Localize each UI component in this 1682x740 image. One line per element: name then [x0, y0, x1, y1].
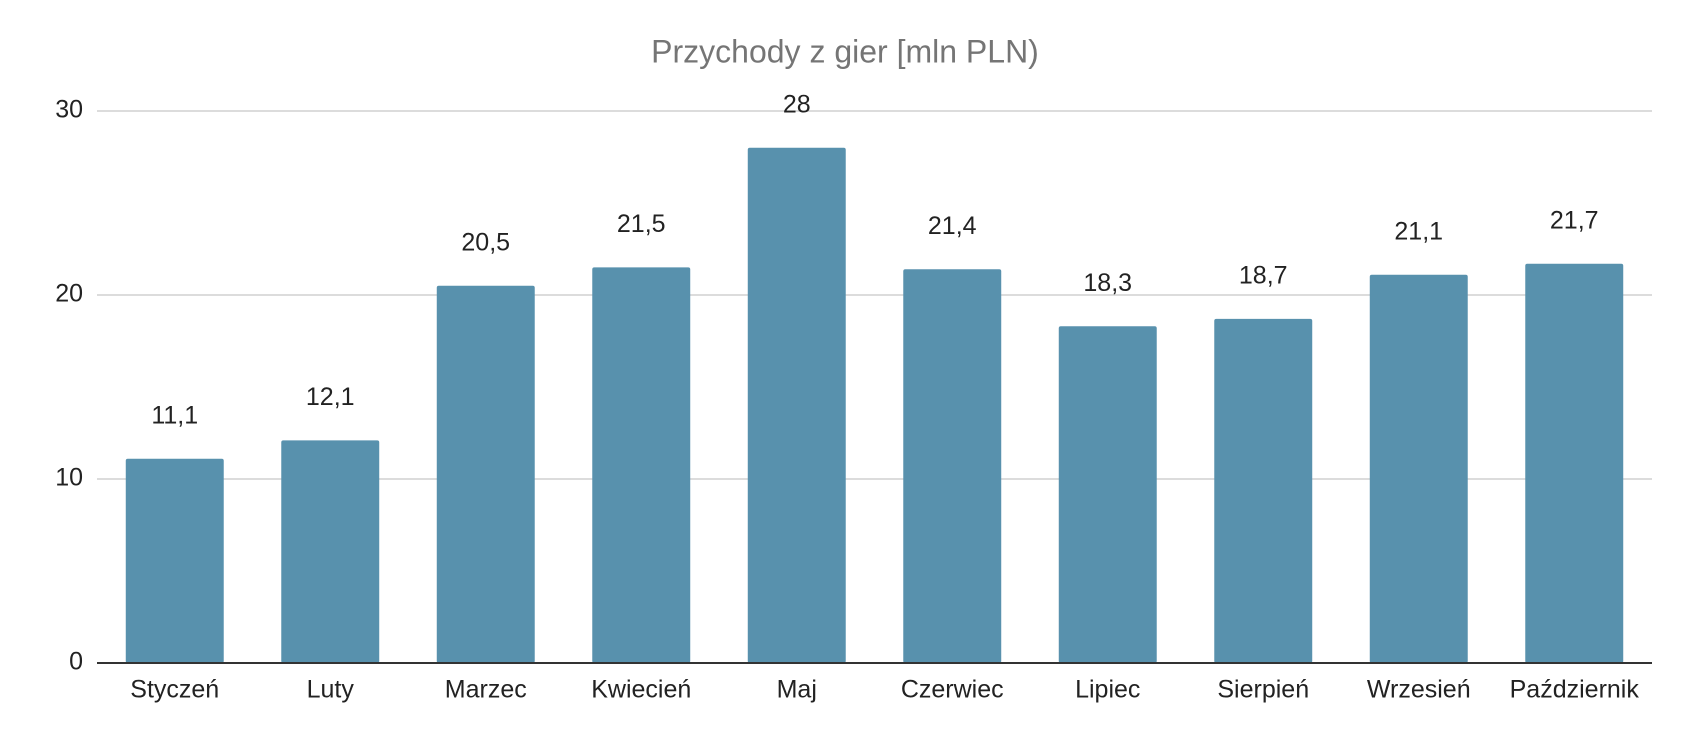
data-label: 18,3 [1083, 269, 1132, 297]
bar [1058, 326, 1157, 663]
bar [1214, 318, 1313, 663]
bar [125, 458, 224, 663]
x-tick-label: Czerwiec [901, 676, 1004, 704]
bar [281, 440, 380, 663]
bar [747, 147, 846, 664]
x-tick-label: Styczeń [130, 676, 219, 704]
data-label: 11,1 [151, 401, 198, 429]
data-label: 12,1 [306, 383, 355, 411]
bar [1369, 274, 1468, 663]
bar [592, 267, 691, 663]
y-tick-label: 30 [55, 96, 83, 124]
data-label: 20,5 [461, 228, 510, 256]
x-tick-label: Marzec [445, 676, 527, 704]
data-label: 21,1 [1394, 217, 1443, 245]
data-label: 28 [783, 90, 811, 118]
bar [1525, 263, 1624, 663]
x-tick-label: Lipiec [1075, 676, 1140, 704]
x-tick-label: Październik [1510, 676, 1640, 704]
y-tick-label: 0 [69, 648, 83, 676]
bar [903, 269, 1002, 663]
bar [436, 285, 535, 663]
x-tick-label: Sierpień [1217, 676, 1309, 704]
data-label: 21,5 [617, 210, 666, 238]
data-label: 18,7 [1239, 262, 1288, 290]
x-tick-label: Maj [777, 676, 817, 704]
y-tick-label: 10 [55, 464, 83, 492]
chart-title: Przychody z gier [mln PLN) [651, 33, 1039, 69]
x-tick-label: Luty [307, 676, 355, 704]
y-tick-label: 20 [55, 280, 83, 308]
x-tick-label: Kwiecień [591, 676, 691, 704]
data-label: 21,7 [1550, 206, 1599, 234]
data-label: 21,4 [928, 212, 977, 240]
x-tick-label: Wrzesień [1367, 676, 1471, 704]
